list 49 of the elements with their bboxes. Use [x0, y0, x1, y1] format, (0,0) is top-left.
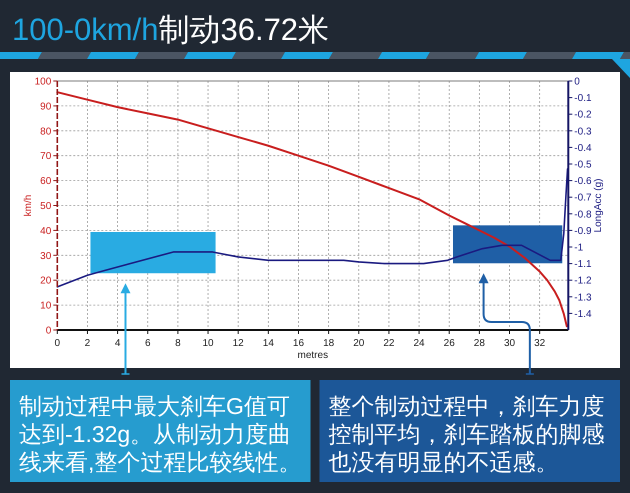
x-tick-label: 12 — [232, 338, 244, 349]
y-tick-label: 50 — [40, 201, 52, 212]
y2-tick-label: -0.8 — [574, 209, 592, 220]
y2-tick-label: -1.4 — [574, 308, 592, 320]
y-tick-label: 20 — [40, 276, 52, 287]
y-tick-label: 0 — [46, 326, 52, 336]
x-tick-label: 16 — [292, 338, 304, 349]
y-tick-label: 30 — [40, 250, 52, 262]
y2-tick-label: -0.4 — [574, 142, 592, 154]
x-tick-label: 6 — [144, 338, 151, 349]
x-tick-label: 24 — [414, 338, 426, 349]
y-tick-label: 80 — [40, 126, 52, 138]
y2-tick-label: -1.3 — [574, 292, 592, 304]
x-axis-title: metres — [298, 350, 328, 361]
y2-tick-label: -0.6 — [574, 176, 592, 188]
x-tick-label: 20 — [353, 338, 365, 349]
y2-tick-label: -0.9 — [574, 226, 592, 237]
y2-tick-label: -0.1 — [574, 93, 592, 104]
y2-tick-label: 0 — [574, 76, 580, 88]
y-tick-label: 100 — [34, 76, 52, 88]
y2-tick-label: -0.5 — [574, 160, 592, 170]
y-tick-label: 10 — [40, 300, 52, 312]
y-tick-label: 40 — [40, 226, 52, 237]
x-tick-label: 10 — [202, 338, 214, 349]
x-tick-label: 14 — [262, 338, 274, 349]
y-tick-label: 70 — [40, 151, 52, 162]
x-tick-label: 28 — [474, 338, 486, 349]
x-tick-label: 8 — [175, 338, 182, 349]
x-tick-label: 26 — [444, 338, 456, 349]
x-tick-label: 0 — [54, 338, 61, 349]
x-tick-label: 22 — [383, 338, 395, 349]
y-tick-label: 60 — [40, 176, 52, 188]
y-tick-label: 90 — [40, 101, 52, 112]
legend-label: 整个制动过程中，刹车力度控制平均，刹车踏板的脚感也没有明显的不适感。 — [328, 393, 604, 475]
x-tick-label: 18 — [323, 338, 335, 349]
x-tick-label: 32 — [534, 338, 546, 349]
chart-title: 100-0km/h制动36.72米 — [12, 12, 330, 47]
y2-tick-label: -0.3 — [574, 126, 592, 138]
y2-axis-title: LongAcc (g) — [593, 178, 604, 232]
y2-tick-label: -0.2 — [574, 110, 592, 121]
y-axis-title: km/h — [23, 194, 34, 216]
y2-tick-label: -1 — [574, 242, 584, 254]
y2-tick-label: -1.1 — [574, 259, 592, 270]
x-tick-label: 30 — [504, 338, 516, 349]
y2-tick-label: -0.7 — [574, 192, 592, 204]
y2-tick-label: -1.2 — [574, 276, 592, 287]
legend-label: 制动过程中最大刹车G值可达到-1.32g。从制动力度曲线来看,整个过程比较线性。 — [19, 393, 302, 475]
x-tick-label: 2 — [84, 338, 91, 349]
x-tick-label: 4 — [114, 338, 121, 349]
